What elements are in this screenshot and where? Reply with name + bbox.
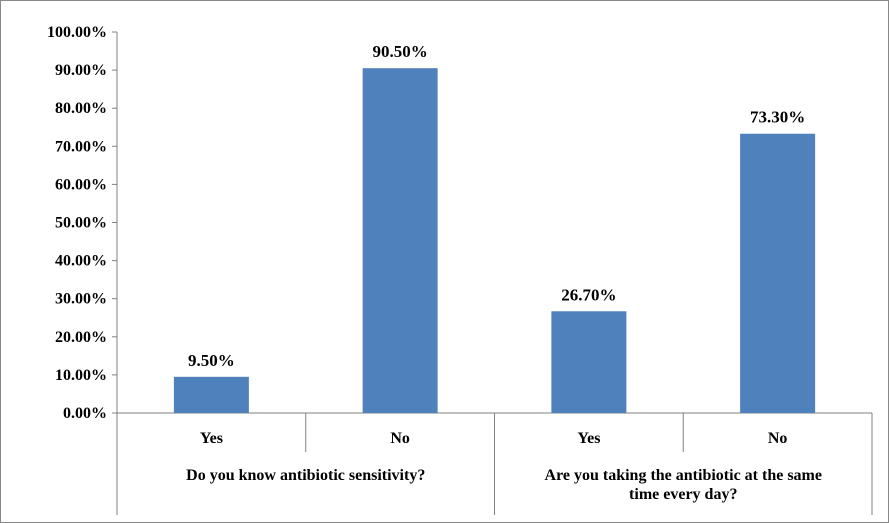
y-tick-label: 60.00% xyxy=(55,176,107,193)
bar xyxy=(173,376,249,413)
data-label: 26.70% xyxy=(561,285,616,304)
y-tick-label: 10.00% xyxy=(55,367,107,384)
x-category-labels: Yes No Yes No xyxy=(200,430,788,447)
y-tick-label: 30.00% xyxy=(55,291,107,308)
bar xyxy=(362,68,438,413)
y-tick-label: 80.00% xyxy=(55,100,107,117)
data-label: 90.50% xyxy=(373,42,428,61)
y-tick-label: 70.00% xyxy=(55,138,107,155)
bars xyxy=(173,68,816,414)
bar xyxy=(740,133,816,414)
x-group-label: Are you taking the antibiotic at the sam… xyxy=(545,467,822,484)
x-group-labels: Do you know antibiotic sensitivity? Are y… xyxy=(186,467,822,503)
y-tick-label: 0.00% xyxy=(63,405,107,422)
x-group-label: time every day? xyxy=(629,486,737,503)
x-category-label: No xyxy=(390,430,410,447)
y-tick-label: 40.00% xyxy=(55,253,107,270)
x-group-label: Do you know antibiotic sensitivity? xyxy=(186,467,425,484)
data-label: 73.30% xyxy=(750,108,805,127)
data-label: 9.50% xyxy=(188,351,235,370)
y-tick-label: 20.00% xyxy=(55,329,107,346)
data-labels: 9.50% 90.50% 26.70% 73.30% xyxy=(188,42,805,370)
x-category-label: No xyxy=(768,430,788,447)
x-category-label: Yes xyxy=(200,430,223,447)
y-tick-label: 90.00% xyxy=(55,62,107,79)
y-tick-label: 50.00% xyxy=(55,215,107,232)
y-tick-labels: 0.00% 10.00% 20.00% 30.00% 40.00% 50.00% 60.00… xyxy=(47,24,107,422)
y-tick-label: 100.00% xyxy=(47,24,107,41)
bar xyxy=(551,311,627,413)
x-category-label: Yes xyxy=(577,430,600,447)
